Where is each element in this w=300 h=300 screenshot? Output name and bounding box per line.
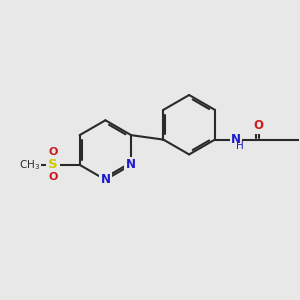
Text: N: N — [126, 158, 136, 171]
Text: CH$_3$: CH$_3$ — [19, 158, 40, 172]
Text: O: O — [48, 172, 58, 182]
Text: N: N — [231, 133, 241, 146]
Text: N: N — [100, 173, 110, 186]
Text: S: S — [48, 158, 58, 171]
Text: O: O — [48, 147, 58, 158]
Text: O: O — [254, 119, 263, 132]
Text: H: H — [236, 141, 244, 151]
